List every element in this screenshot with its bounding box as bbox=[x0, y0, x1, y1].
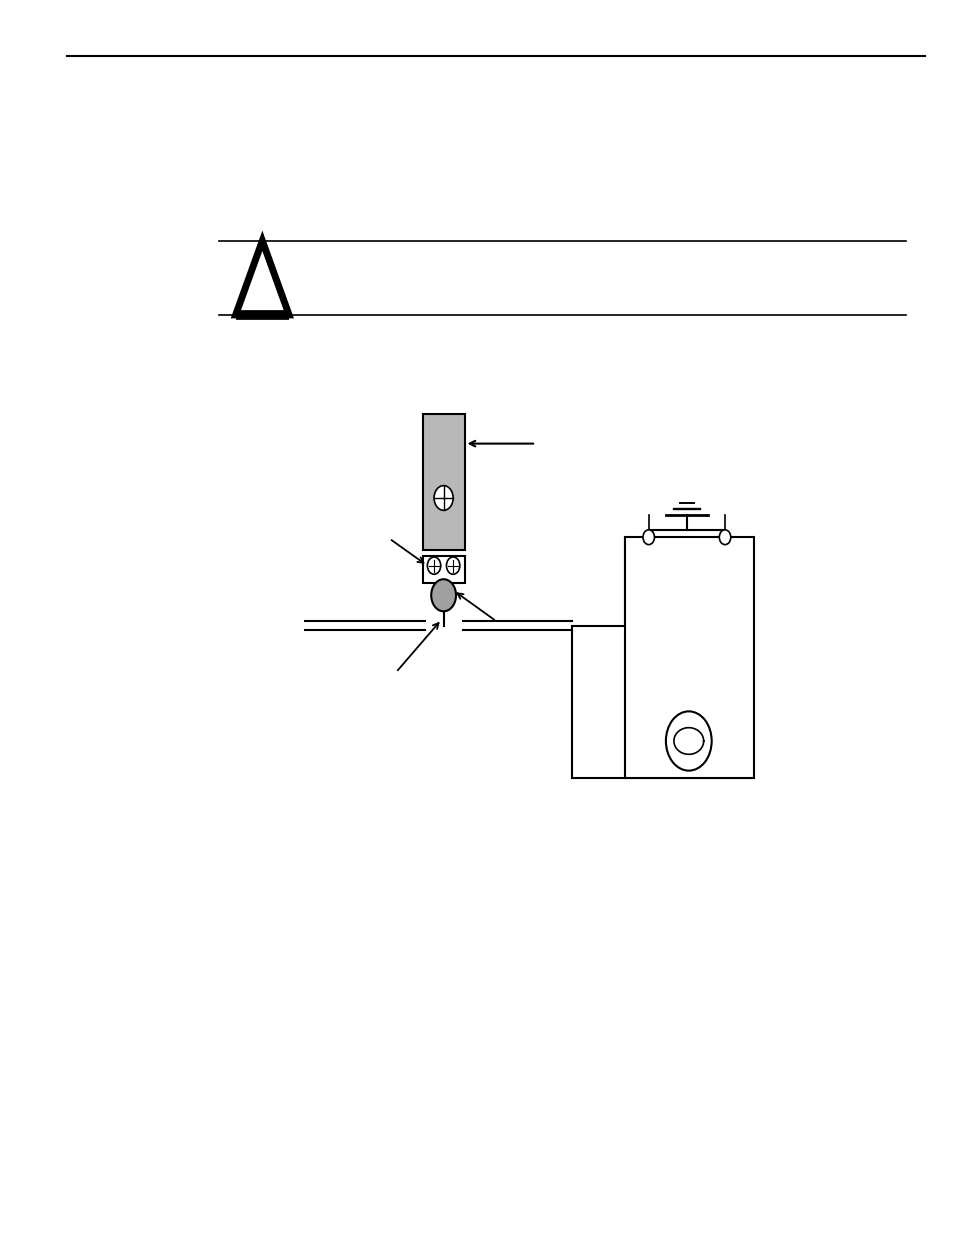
Circle shape bbox=[665, 711, 711, 771]
Polygon shape bbox=[235, 241, 289, 315]
Circle shape bbox=[434, 485, 453, 510]
Circle shape bbox=[642, 530, 654, 545]
Circle shape bbox=[446, 557, 459, 574]
Bar bbox=[422, 414, 464, 550]
Bar bbox=[624, 537, 753, 778]
Bar bbox=[422, 556, 464, 583]
Circle shape bbox=[427, 557, 440, 574]
Circle shape bbox=[719, 530, 730, 545]
Circle shape bbox=[431, 579, 456, 611]
